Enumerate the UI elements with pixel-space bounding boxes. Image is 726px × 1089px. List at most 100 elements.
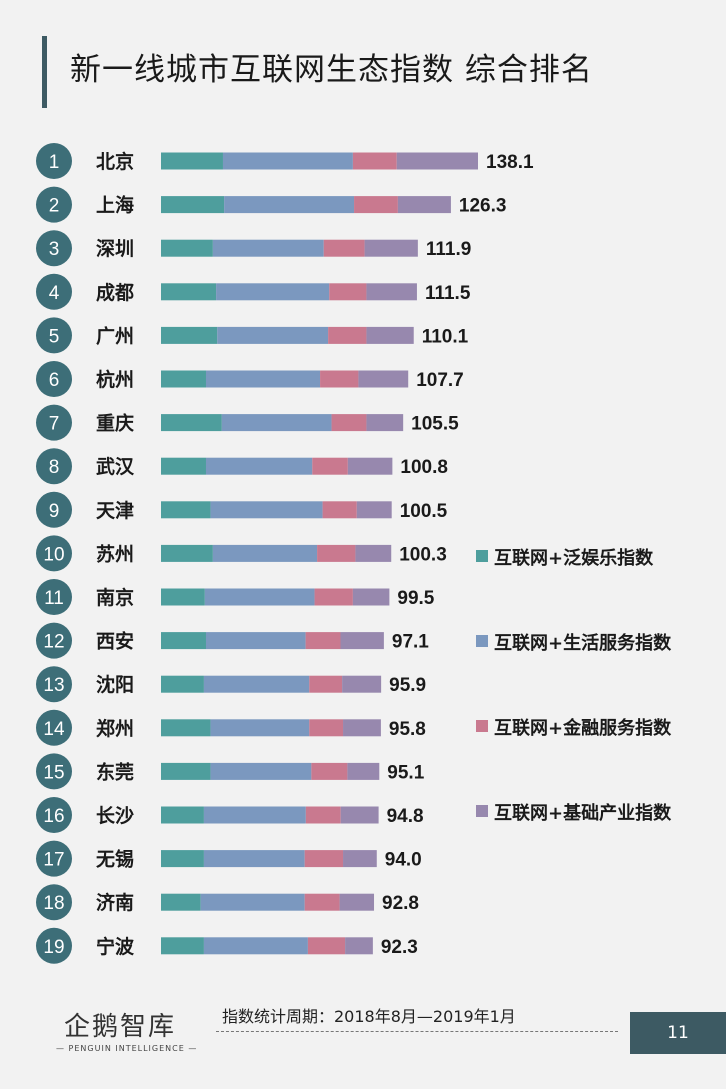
bar-segment: [212, 544, 318, 562]
city-label: 郑州: [96, 718, 134, 740]
bar-segment: [161, 850, 204, 868]
bar-segment: [355, 544, 392, 562]
chart-row: 8 武汉 100.8: [36, 448, 448, 485]
total-value-label: 95.8: [389, 719, 426, 740]
total-value-label: 99.5: [397, 588, 434, 609]
bar-segment: [210, 762, 312, 780]
bar-segment: [203, 937, 308, 955]
bar-segment: [205, 370, 321, 388]
bar-segment: [340, 632, 384, 650]
bar-segment: [212, 239, 324, 257]
city-label: 深圳: [96, 237, 134, 260]
bar-segment: [317, 544, 356, 562]
bar-segment: [161, 152, 223, 170]
bar-segment: [203, 850, 305, 868]
rank-badge: [36, 535, 72, 572]
rank-number: 10: [43, 544, 64, 565]
bar-segment: [161, 501, 211, 519]
rank-number: 12: [43, 632, 64, 653]
total-value-label: 100.5: [400, 501, 448, 522]
chart-row: 13 沈阳 95.9: [36, 666, 426, 703]
city-label: 东莞: [96, 760, 134, 783]
city-label: 沈阳: [96, 673, 134, 696]
bar-segment: [205, 457, 313, 475]
bar-segment: [366, 326, 414, 344]
rank-number: 14: [43, 719, 65, 740]
rank-number: 16: [43, 806, 64, 827]
bar-segment: [161, 326, 218, 344]
total-value-label: 110.1: [422, 326, 469, 347]
city-label: 杭州: [96, 368, 134, 391]
bar-segment: [210, 501, 323, 519]
city-label: 长沙: [96, 805, 134, 827]
rank-number: 15: [43, 762, 64, 783]
total-value-label: 92.8: [382, 893, 419, 914]
bar-segment: [311, 762, 348, 780]
bar-segment: [161, 675, 204, 693]
chart-row: 6 杭州 107.7: [36, 361, 464, 397]
chart-row: 12 西安 97.1: [36, 622, 429, 659]
rank-badge: [36, 797, 72, 833]
bar-segment: [331, 414, 367, 432]
total-value-label: 138.1: [486, 152, 534, 173]
bar-segment: [161, 719, 211, 737]
bar-segment: [339, 893, 375, 911]
total-value-label: 97.1: [392, 632, 429, 653]
city-label: 苏州: [96, 542, 134, 565]
city-label: 重庆: [96, 412, 134, 435]
chart-row: 9 天津 100.5: [36, 491, 448, 528]
statistics-period-note: 指数统计周期：2018年8月—2019年1月: [222, 1007, 516, 1026]
total-value-label: 111.5: [425, 283, 471, 304]
bar-segment: [304, 850, 344, 868]
chart-row: 16 长沙 94.8: [36, 797, 424, 833]
legend-swatch-finance: [476, 720, 488, 732]
rank-number: 19: [43, 937, 64, 958]
chart-row: 1 北京 138.1: [36, 143, 534, 179]
bar-segment: [364, 239, 418, 257]
rank-number: 11: [44, 588, 64, 609]
bar-segment: [312, 457, 348, 475]
rank-badge: [36, 361, 72, 397]
rank-badge: [36, 579, 72, 615]
bar-segment: [314, 588, 353, 606]
total-value-label: 95.9: [389, 675, 426, 696]
bar-segment: [397, 196, 451, 214]
rank-number: 8: [49, 457, 60, 478]
chart-row: 18 济南 92.8: [36, 884, 419, 921]
legend-label-infrastructure: 互联网+基础产业指数: [494, 803, 672, 824]
rank-number: 1: [49, 152, 60, 173]
page-number: 11: [667, 1023, 689, 1043]
legend-swatch-entertainment: [476, 550, 488, 562]
bar-segment: [216, 283, 330, 301]
legend-label-entertainment: 互联网+泛娱乐指数: [494, 548, 654, 569]
chart-row: 11 南京 99.5: [36, 579, 435, 615]
bar-segment: [221, 414, 332, 432]
total-value-label: 95.1: [387, 762, 424, 783]
rank-badge: [36, 448, 72, 485]
chart-row: 3 深圳 111.9: [36, 230, 471, 267]
rank-badge: [36, 840, 72, 877]
chart-row: 5 广州 110.1: [36, 317, 469, 354]
total-value-label: 111.9: [426, 239, 471, 260]
bar-segment: [354, 196, 398, 214]
bar-segment: [161, 806, 204, 824]
city-label: 武汉: [96, 456, 135, 478]
bar-segment: [322, 501, 357, 519]
bar-segment: [161, 414, 222, 432]
city-label: 上海: [96, 194, 134, 217]
rank-badge: [36, 186, 72, 223]
title-accent-bar: [42, 36, 47, 108]
bar-segment: [340, 806, 379, 824]
total-value-label: 94.8: [387, 806, 424, 827]
footer-divider: [216, 1031, 618, 1032]
bar-segment: [161, 762, 211, 780]
chart-row: 4 成都 111.5: [36, 273, 471, 310]
legend-item-infrastructure: 互联网+基础产业指数: [472, 799, 712, 825]
city-label: 成都: [96, 281, 134, 304]
rank-badge: [36, 753, 72, 790]
bar-segment: [161, 893, 201, 911]
rank-number: 17: [43, 850, 64, 871]
city-label: 济南: [96, 891, 134, 914]
rank-badge: [36, 404, 72, 441]
bar-segment: [366, 414, 404, 432]
